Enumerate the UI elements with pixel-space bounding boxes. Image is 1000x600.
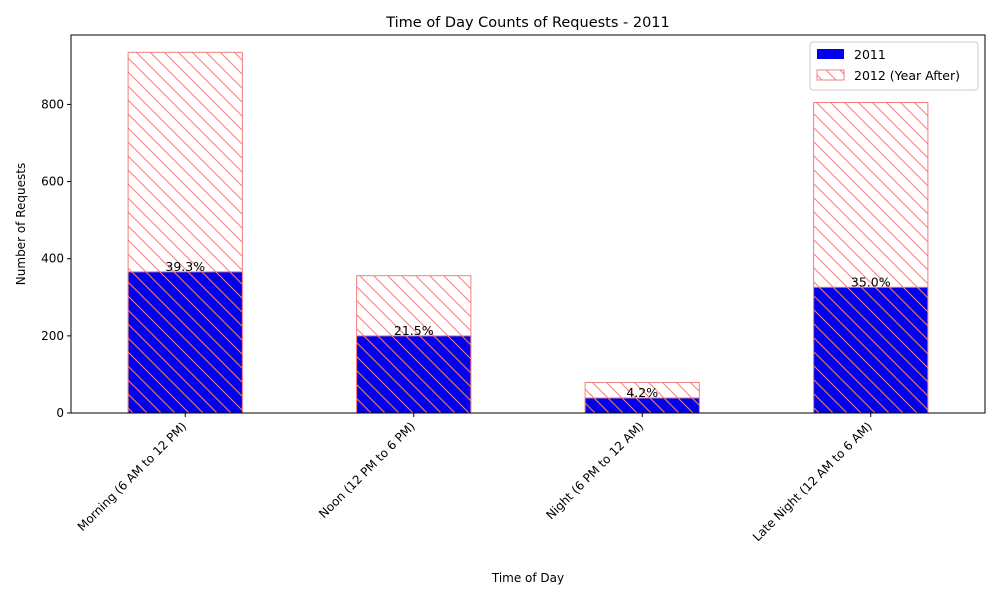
legend-swatch-2012	[816, 69, 845, 81]
plot-frame	[70, 34, 986, 414]
y-tick-label-2: 400	[41, 252, 64, 266]
x-tick-label-2: Night (6 PM to 12 AM)	[543, 419, 646, 522]
x-tick-label-3: Late Night (12 AM to 6 AM)	[750, 419, 875, 544]
legend-label-2012: 2012 (Year After)	[854, 68, 960, 83]
y-tick-label-0: 0	[56, 406, 64, 420]
chart-title: Time of Day Counts of Requests - 2011	[385, 15, 670, 31]
bar-2011-overlay-3	[813, 286, 929, 414]
legend-swatch-2011	[817, 49, 844, 59]
y-tick-label-1: 200	[41, 329, 64, 343]
y-axis-label: Number of Requests	[14, 163, 28, 285]
bar-2011-overlay-1	[356, 335, 472, 414]
series-2011-bars	[127, 271, 929, 414]
bar-label-0: 39.3%	[165, 259, 205, 274]
x-axis-ticks: Morning (6 AM to 12 PM) Noon (12 PM to 6 …	[75, 413, 875, 544]
bar-label-2: 4.2%	[626, 385, 658, 400]
bar-2011-overlay-2	[584, 397, 700, 414]
bar-2011-overlay-0	[127, 271, 243, 414]
x-tick-label-1: Noon (12 PM to 6 PM)	[316, 419, 418, 521]
y-tick-label-4: 800	[41, 97, 64, 111]
series-2012-bars	[127, 51, 929, 414]
bar-label-1: 21.5%	[394, 323, 434, 338]
y-tick-label-3: 600	[41, 175, 64, 189]
legend-label-2011: 2011	[854, 47, 886, 62]
bar-label-3: 35.0%	[851, 274, 891, 289]
x-tick-label-0: Morning (6 AM to 12 PM)	[75, 419, 190, 534]
x-axis-label: Time of Day	[491, 571, 564, 585]
legend: 2011 2012 (Year After)	[809, 41, 979, 91]
bar-percentage-labels: 39.3% 21.5% 4.2% 35.0%	[165, 259, 890, 400]
y-axis-ticks: 0 200 400 600 800	[41, 97, 71, 420]
legend-box	[809, 41, 979, 91]
